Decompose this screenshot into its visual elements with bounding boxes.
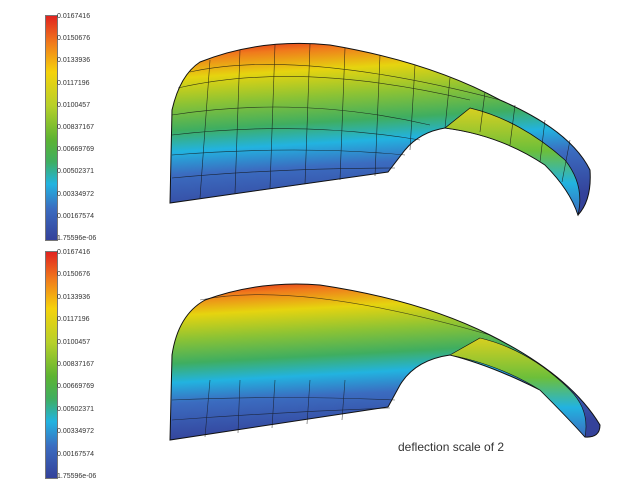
colorbar-tick-label: 0.00837167: [57, 124, 94, 131]
colorbar-tick-label: 0.00837167: [57, 361, 94, 368]
colorbar-tick-label: 0.0167416: [57, 249, 91, 256]
colorbar-tick-label: 0.0167416: [57, 13, 91, 20]
colorbar-tick-label: 0.00334972: [57, 190, 94, 198]
colorbar-tick-label: 0.0100457: [57, 101, 91, 109]
colorbar-tick-label: 1.75596e-06: [57, 235, 97, 242]
colorbar-bottom: [45, 251, 58, 479]
colorbar-tick-label: 0.00167574: [57, 212, 94, 220]
colorbar-tick-label: 0.0150676: [57, 35, 91, 43]
shell-undeformed-mesh: [169, 42, 591, 217]
colorbar-tick-label: 0.0133936: [57, 57, 91, 65]
colorbar-tick-label: 0.00669769: [57, 146, 94, 154]
colorbar-top: [45, 15, 58, 241]
shell-deflected: [169, 283, 601, 441]
colorbar-tick-label: 0.00502371: [57, 168, 94, 176]
colorbar-tick-label: 0.0117196: [57, 79, 90, 87]
colorbar-tick-label: 0.0117196: [57, 316, 90, 324]
colorbar-tick-label: 0.00334972: [57, 428, 94, 436]
colorbar-tick-label: 0.00502371: [57, 405, 94, 413]
colorbar-tick-label: 0.00669769: [57, 383, 94, 391]
colorbar-tick-label: 0.0133936: [57, 293, 91, 301]
deflection-caption: deflection scale of 2: [398, 440, 505, 454]
colorbar-tick-label: 0.0150676: [57, 271, 91, 279]
colorbar-tick-label: 0.0100457: [57, 338, 91, 346]
colorbar-tick-label: 1.75596e-06: [57, 473, 97, 480]
colorbar-tick-label: 0.00167574: [57, 450, 94, 458]
